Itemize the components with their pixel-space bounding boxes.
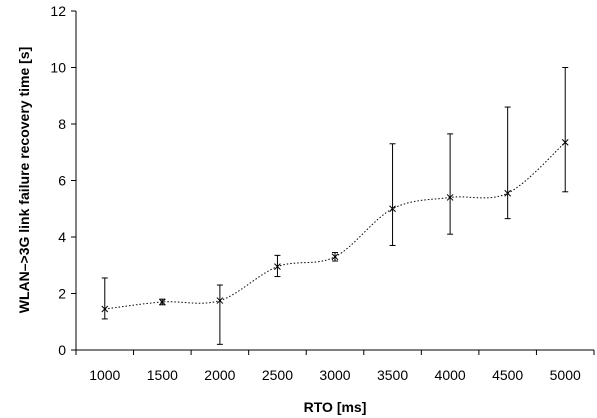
plot-area (101, 67, 569, 345)
y-tick-label: 6 (58, 173, 66, 189)
y-tick-label: 4 (58, 229, 66, 245)
y-axis-title: WLAN–>3G link failure recovery time [s] (16, 47, 32, 313)
x-tick-label: 4500 (492, 367, 523, 383)
x-tick-label: 2000 (204, 367, 235, 383)
data-point (274, 263, 281, 271)
data-point (216, 297, 224, 304)
data-point (504, 189, 512, 197)
data-point (331, 253, 339, 261)
data-point (446, 194, 454, 201)
data-point (158, 298, 166, 306)
x-axis-title: RTO [ms] (304, 399, 367, 415)
x-tick-label: 2500 (262, 367, 293, 383)
data-point (561, 139, 569, 146)
x-tick-label: 1500 (147, 367, 178, 383)
y-tick-label: 0 (58, 342, 66, 358)
y-tick-label: 10 (50, 60, 66, 76)
x-tick-label: 3500 (377, 367, 408, 383)
x-axis-ticks: 1000 1500 2000 2500 3000 3500 4000 4500 5000 (75, 350, 595, 383)
error-bar (504, 106, 511, 220)
error-bar (101, 277, 108, 320)
x-tick-label: 3000 (319, 367, 350, 383)
x-tick-label: 1000 (89, 367, 120, 383)
x-tick-label: 5000 (550, 367, 581, 383)
error-bar (389, 143, 396, 246)
y-tick-label: 2 (58, 286, 66, 302)
data-point (101, 305, 109, 313)
error-bar (216, 284, 223, 345)
data-point (389, 205, 396, 213)
y-axis-ticks: 0 2 4 6 8 10 12 (50, 3, 76, 358)
x-tick-label: 4000 (435, 367, 466, 383)
error-bar (562, 67, 569, 193)
y-tick-label: 12 (50, 3, 66, 19)
error-bar (447, 133, 454, 235)
y-tick-label: 8 (58, 116, 66, 132)
